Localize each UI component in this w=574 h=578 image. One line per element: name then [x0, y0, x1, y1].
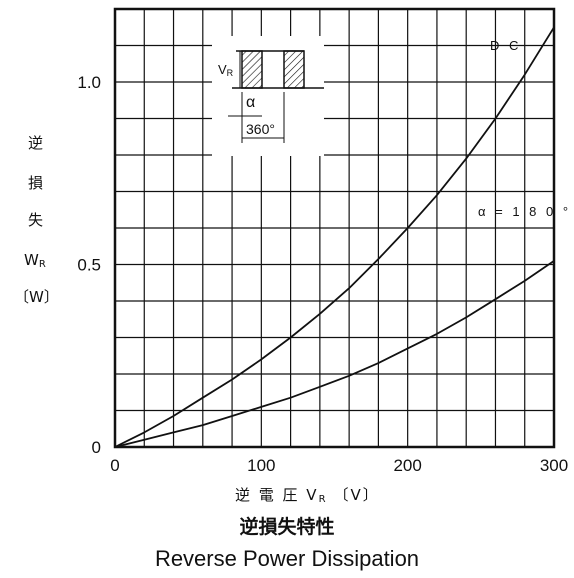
tick-labels: 0 100 200 300 0 0.5 1.0	[77, 73, 568, 475]
inset-pulse-1	[241, 50, 263, 89]
inset-alpha-label: α	[246, 94, 255, 111]
series-label-alpha180: α = 1 8 0 °	[478, 204, 571, 219]
ylabel-line-1: 逆	[28, 134, 43, 152]
xlabel: 逆 電 圧 VR 〔V〕	[235, 486, 380, 505]
inset-period-label: 360°	[246, 121, 275, 137]
ylabel-line-4: WR	[24, 251, 46, 270]
series-layer	[114, 26, 555, 448]
ylabel-unit: 〔W〕	[14, 288, 59, 306]
series-label-dc: D C	[490, 38, 521, 53]
waveform-inset: VR α 360°	[212, 36, 324, 156]
x-tick-label: 0	[110, 456, 119, 475]
series-line-alpha180	[114, 260, 555, 448]
chart-subtitle: Reverse Power Dissipation	[154, 546, 420, 571]
y-tick-label: 0.5	[77, 256, 101, 275]
y-tick-label: 1.0	[77, 73, 101, 92]
x-tick-label: 300	[540, 456, 568, 475]
chart-title: 逆損失特性	[239, 516, 335, 538]
y-tick-label: 0	[92, 438, 101, 457]
inset-pulse-2	[283, 50, 305, 89]
inset-vr-label: VR	[218, 62, 234, 78]
grid	[113, 7, 556, 449]
x-tick-label: 200	[393, 456, 421, 475]
series-line-dc	[114, 26, 555, 448]
x-tick-label: 100	[247, 456, 275, 475]
inset-background	[212, 36, 324, 156]
ylabel-line-2: 損	[28, 174, 43, 192]
ylabel-line-3: 失	[28, 211, 43, 229]
